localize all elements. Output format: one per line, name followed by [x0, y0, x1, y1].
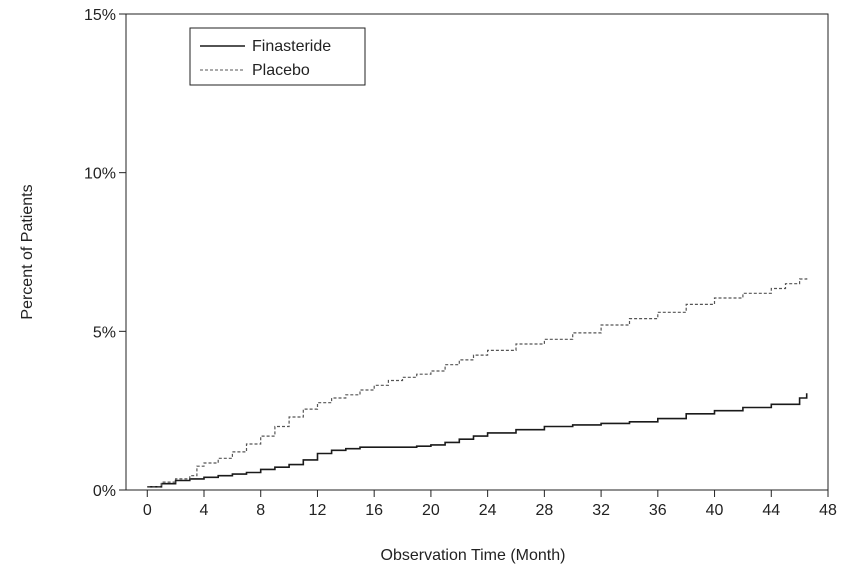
- y-tick-label: 15%: [84, 7, 116, 24]
- series-line-placebo: [147, 277, 808, 488]
- x-tick-label: 20: [422, 502, 440, 519]
- x-tick-label: 36: [649, 502, 667, 519]
- y-axis-title: Percent of Patients: [19, 184, 36, 319]
- x-tick-label: 0: [143, 502, 152, 519]
- x-tick-label: 48: [819, 502, 837, 519]
- y-tick-label: 0%: [93, 483, 116, 500]
- legend-label-placebo: Placebo: [252, 62, 310, 79]
- y-tick-label: 5%: [93, 324, 116, 341]
- x-axis: 0 4 8 12 16 20 24 28 32 36 40 44 48: [143, 490, 837, 519]
- x-tick-label: 28: [535, 502, 553, 519]
- series-layer: [147, 277, 808, 488]
- series-line-finasteride: [147, 393, 808, 488]
- x-tick-label: 40: [706, 502, 724, 519]
- x-tick-label: 44: [762, 502, 780, 519]
- x-tick-label: 24: [479, 502, 497, 519]
- x-tick-label: 32: [592, 502, 610, 519]
- legend-label-finasteride: Finasteride: [252, 38, 331, 55]
- legend: Finasteride Placebo: [189, 27, 366, 86]
- y-axis: 0% 5% 10% 15%: [84, 7, 126, 500]
- y-tick-label: 10%: [84, 166, 116, 183]
- x-tick-label: 8: [256, 502, 265, 519]
- plot-frame: [125, 13, 829, 491]
- legend-box: [189, 27, 366, 86]
- x-tick-label: 4: [200, 502, 209, 519]
- x-axis-title: Observation Time (Month): [381, 547, 566, 564]
- x-tick-label: 16: [365, 502, 383, 519]
- x-tick-label: 12: [309, 502, 327, 519]
